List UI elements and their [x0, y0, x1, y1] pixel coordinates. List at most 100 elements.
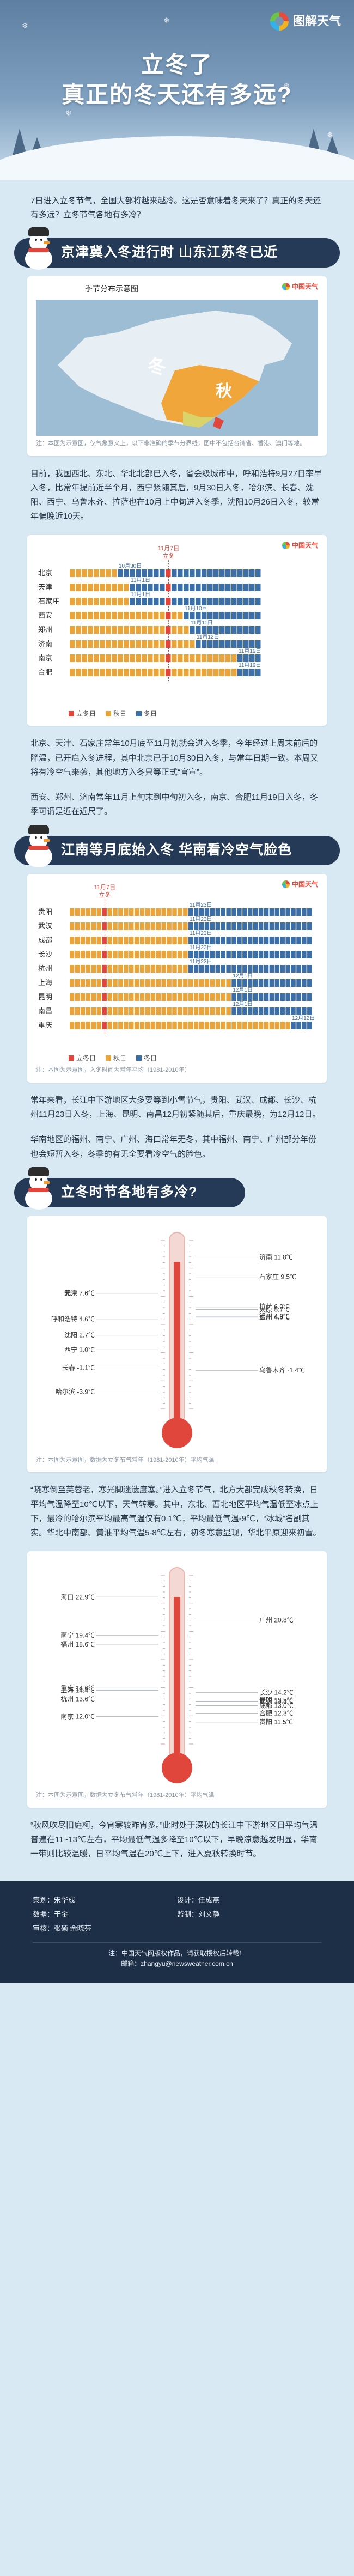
timeline-day-cell: [178, 597, 183, 605]
timeline-day-cell: [94, 597, 99, 605]
timeline-day-cell: [118, 936, 123, 944]
timeline-day-cell: [183, 1021, 188, 1029]
timeline-day-cell: [188, 1021, 193, 1029]
timeline-day-cell: [202, 668, 207, 676]
timeline-day-cell: [129, 908, 134, 916]
thermometer-point-label: 贵阳 11.5℃: [259, 1718, 293, 1726]
timeline-day-cell: [124, 583, 129, 591]
timeline-day-cell: [172, 583, 177, 591]
thermometer-point-label: 拉萨 6.0℃: [259, 1303, 290, 1311]
timeline-day-cell: [82, 611, 87, 619]
timeline-city-label: 南昌: [38, 1007, 52, 1015]
timeline-day-cell: [243, 668, 249, 676]
timeline-day-cell: [76, 654, 81, 662]
season-map-title: 季节分布示意图: [85, 284, 138, 293]
timeline-day-cell: [107, 964, 112, 973]
timeline-day-cell: [237, 611, 243, 619]
timeline-day-cell: [242, 993, 247, 1001]
timeline-day-cell: [242, 1007, 247, 1015]
timeline-day-cell: [274, 1007, 280, 1015]
timeline-day-cell: [280, 922, 285, 930]
timeline-day-cell: [88, 654, 93, 662]
timeline-day-cell: [258, 936, 264, 944]
south-thermometer-chart: 海口 22.9℃ 南宁 19.4℃福州 18.6℃ 重庆 14.6℃上海 14.4℃…: [60, 1567, 294, 1784]
timeline-day-cell: [150, 950, 156, 958]
timeline-day-cell: [113, 936, 118, 944]
timeline-day-cell: [86, 979, 91, 987]
timeline-day-cell: [118, 583, 123, 591]
timeline-day-cell: [96, 1007, 101, 1015]
timeline-day-cell: [166, 583, 171, 591]
timeline-day-cell: [76, 569, 81, 577]
timeline-day-cell: [148, 583, 153, 591]
timeline-day-cell: [193, 979, 199, 987]
timeline-day-cell: [188, 950, 193, 958]
timeline-day-cell: [255, 569, 261, 577]
timeline-day-cell: [219, 611, 225, 619]
timeline-day-cell: [172, 569, 177, 577]
timeline-day-cell: [124, 908, 129, 916]
timeline-day-cell: [172, 611, 177, 619]
timeline-day-cell: [139, 964, 145, 973]
brand-logo: 图解天气: [270, 12, 341, 31]
timeline-day-cell: [242, 964, 247, 973]
timeline-day-cell: [213, 569, 219, 577]
timeline-day-cell: [76, 611, 81, 619]
credit-editor: 监制：刘文静: [177, 1910, 220, 1918]
timeline-day-cell: [91, 908, 96, 916]
timeline-day-cell: [258, 964, 264, 973]
south-timeline-legend: 立冬日 秋日 冬日: [36, 1054, 318, 1063]
timeline-city-label: 重庆: [38, 1021, 52, 1029]
timeline-day-cell: [107, 936, 112, 944]
brand-logo-icon: [282, 282, 290, 290]
timeline-day-cell: [102, 922, 107, 930]
timeline-day-cell: [280, 964, 285, 973]
timeline-day-cell: [136, 654, 141, 662]
timeline-day-cell: [178, 979, 182, 987]
timeline-day-cell: [207, 640, 213, 648]
timeline-day-cell: [302, 993, 307, 1001]
timeline-day-cell: [190, 654, 195, 662]
timeline-day-cell: [199, 922, 204, 930]
timeline-day-cell: [258, 1007, 264, 1015]
timeline-day-cell: [188, 979, 193, 987]
timeline-day-cell: [118, 1021, 123, 1029]
timeline-day-cell: [188, 964, 193, 973]
timeline-day-cell: [213, 640, 219, 648]
timeline-day-cell: [129, 1007, 134, 1015]
timeline-day-cell: [280, 950, 285, 958]
timeline-day-cell: [237, 583, 243, 591]
timeline-start-date: 12月1日: [233, 987, 253, 993]
timeline-day-cell: [154, 597, 159, 605]
thermometer-point-label: 哈尔滨 -3.9℃: [56, 1387, 95, 1395]
timeline-day-cell: [296, 1007, 301, 1015]
timeline-day-cell: [193, 1007, 199, 1015]
timeline-day-cell: [178, 654, 183, 662]
credit-review: 审核：张硕 余晓芬: [33, 1924, 91, 1933]
timeline-city-label: 郑州: [38, 625, 52, 634]
timeline-day-cell: [161, 964, 166, 973]
timeline-day-cell: [291, 1021, 296, 1029]
timeline-day-cell: [226, 1007, 231, 1015]
timeline-day-cell: [130, 654, 135, 662]
timeline-day-cell: [70, 569, 75, 577]
season-map: 冬 秋: [36, 300, 318, 436]
timeline-day-cell: [139, 993, 145, 1001]
timeline-city-label: 西安: [38, 611, 52, 619]
timeline-day-cell: [207, 668, 213, 676]
south-thermometer-card: 海口 22.9℃ 南宁 19.4℃ 福州 18.6℃ 重庆 14.6℃ 上海 14.4℃…: [27, 1551, 327, 1808]
timeline-day-cell: [248, 979, 253, 987]
timeline-day-cell: [193, 936, 199, 944]
timeline-day-cell: [86, 936, 91, 944]
south-thermometer-caption: 注：本图为示意图，数据为立冬节气常年（1981-2010年）平均气温: [36, 1792, 215, 1799]
timeline-day-cell: [248, 936, 253, 944]
timeline-day-cell: [124, 1007, 129, 1015]
timeline-day-cell: [196, 569, 201, 577]
timeline-day-cell: [207, 583, 213, 591]
timeline-day-cell: [70, 1021, 75, 1029]
timeline-day-cell: [258, 922, 264, 930]
thermometer-mercury: [174, 1261, 180, 1431]
timeline-day-cell: [161, 936, 166, 944]
timeline-day-cell: [237, 993, 242, 1001]
